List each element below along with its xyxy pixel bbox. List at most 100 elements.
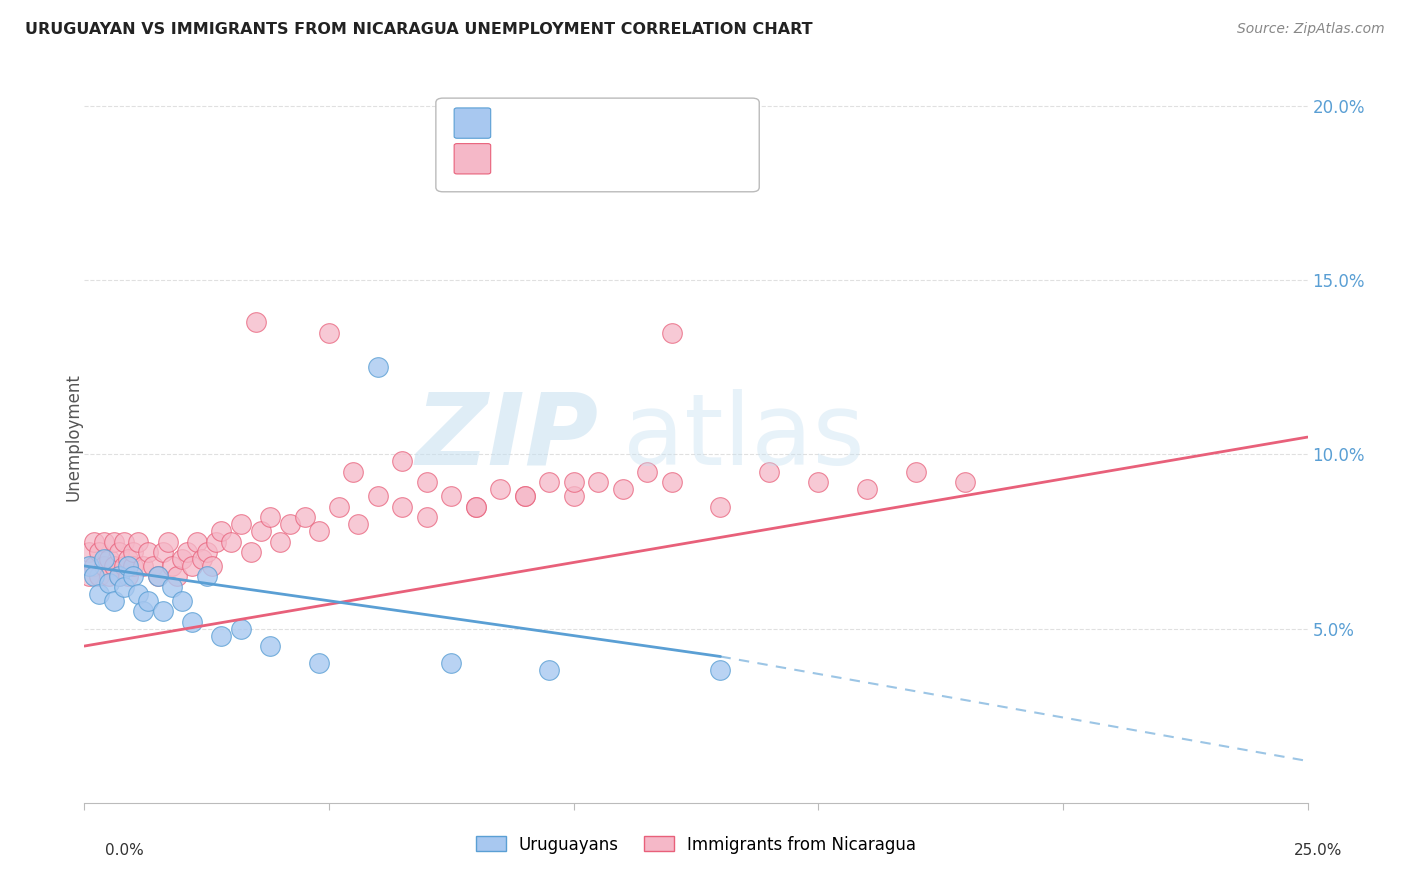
Point	[152, 545, 174, 559]
Point	[136, 594, 159, 608]
Point	[77, 558, 100, 573]
Point	[245, 315, 267, 329]
Point	[249, 524, 271, 538]
Point	[77, 569, 100, 583]
Point	[953, 475, 976, 490]
Point	[142, 558, 165, 573]
Point	[440, 657, 463, 671]
Point	[181, 558, 204, 573]
Text: R = -0.214   N = 27: R = -0.214 N = 27	[496, 119, 703, 136]
Point	[112, 558, 135, 573]
Text: atlas: atlas	[623, 389, 865, 485]
Point	[308, 657, 330, 671]
Point	[294, 510, 316, 524]
Text: ZIP: ZIP	[415, 389, 598, 485]
Point	[229, 517, 252, 532]
Point	[367, 360, 389, 375]
Point	[661, 326, 683, 340]
Point	[905, 465, 928, 479]
Point	[97, 569, 120, 583]
Point	[87, 587, 110, 601]
Point	[83, 534, 105, 549]
Point	[239, 545, 262, 559]
Point	[103, 534, 125, 549]
Point	[367, 489, 389, 503]
Point	[83, 569, 105, 583]
Point	[107, 569, 129, 583]
Point	[709, 500, 731, 514]
Point	[259, 510, 281, 524]
Point	[328, 500, 350, 514]
Point	[416, 510, 439, 524]
Point	[122, 569, 145, 583]
Point	[103, 558, 125, 573]
Point	[132, 604, 155, 618]
Point	[127, 587, 149, 601]
Point	[156, 534, 179, 549]
Point	[586, 475, 609, 490]
Point	[269, 534, 291, 549]
Point	[278, 517, 301, 532]
Point	[807, 475, 830, 490]
Point	[513, 489, 536, 503]
Point	[709, 664, 731, 678]
Point	[191, 552, 214, 566]
Point	[112, 580, 135, 594]
Point	[107, 569, 129, 583]
Text: Source: ZipAtlas.com: Source: ZipAtlas.com	[1237, 22, 1385, 37]
Point	[136, 545, 159, 559]
Point	[186, 534, 208, 549]
Point	[97, 576, 120, 591]
Point	[209, 524, 232, 538]
Y-axis label: Unemployment: Unemployment	[65, 373, 82, 501]
Point	[107, 545, 129, 559]
Point	[146, 569, 169, 583]
Point	[636, 465, 658, 479]
Point	[229, 622, 252, 636]
Point	[176, 545, 198, 559]
Text: 25.0%: 25.0%	[1295, 843, 1343, 858]
Text: URUGUAYAN VS IMMIGRANTS FROM NICARAGUA UNEMPLOYMENT CORRELATION CHART: URUGUAYAN VS IMMIGRANTS FROM NICARAGUA U…	[25, 22, 813, 37]
Legend: Uruguayans, Immigrants from Nicaragua: Uruguayans, Immigrants from Nicaragua	[470, 829, 922, 860]
Point	[162, 558, 184, 573]
Point	[77, 545, 100, 559]
Text: 0.0%: 0.0%	[105, 843, 145, 858]
Point	[342, 465, 364, 479]
Point	[513, 489, 536, 503]
Point	[347, 517, 370, 532]
Point	[391, 500, 413, 514]
Point	[172, 552, 194, 566]
Point	[117, 558, 139, 573]
Point	[146, 569, 169, 583]
Point	[209, 629, 232, 643]
Point	[117, 552, 139, 566]
Point	[205, 534, 228, 549]
Text: R =  0.394   N = 77: R = 0.394 N = 77	[496, 152, 703, 169]
Point	[166, 569, 188, 583]
Point	[117, 569, 139, 583]
Point	[758, 465, 780, 479]
Point	[219, 534, 242, 549]
Point	[152, 604, 174, 618]
Point	[416, 475, 439, 490]
Point	[93, 558, 115, 573]
Point	[538, 664, 561, 678]
Point	[200, 558, 222, 573]
Point	[562, 475, 585, 490]
Point	[612, 483, 634, 497]
Point	[318, 326, 340, 340]
Point	[83, 558, 105, 573]
Point	[103, 594, 125, 608]
Point	[122, 558, 145, 573]
Point	[132, 558, 155, 573]
Point	[122, 545, 145, 559]
Point	[181, 615, 204, 629]
Point	[259, 639, 281, 653]
Point	[308, 524, 330, 538]
Point	[112, 534, 135, 549]
Point	[856, 483, 879, 497]
Point	[87, 545, 110, 559]
Point	[538, 475, 561, 490]
Point	[661, 475, 683, 490]
Point	[195, 545, 218, 559]
